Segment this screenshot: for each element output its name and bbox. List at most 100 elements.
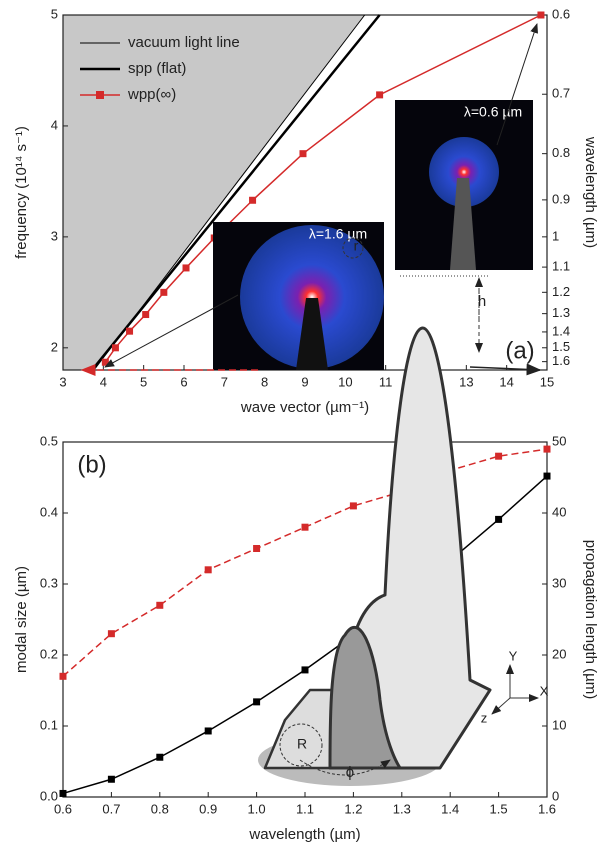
plot: 0.6 0.7 0.8 0.9 1.0 1.1 1.2 1.3 1.4 1.5 1.6 0.0 0.1 0… <box>13 433 599 843</box>
y2-tick-label: 0 <box>552 788 559 803</box>
marker <box>204 566 212 574</box>
x-tick-label: 8 <box>261 374 268 389</box>
arrow <box>469 363 542 376</box>
plot: 345678910111213141523450.60.70.80.911.11… <box>13 6 599 416</box>
y2-tick-label: 0.6 <box>552 6 570 21</box>
x-tick-label: 13 <box>459 374 473 389</box>
panel-a: 345678910111213141523450.60.70.80.911.11… <box>13 6 599 416</box>
legend-label: wpp(∞) <box>127 86 176 103</box>
y2-tick-label: 1.1 <box>552 259 570 274</box>
marker <box>156 753 164 761</box>
y-axis-label: modal size (µm) <box>13 566 30 673</box>
y2-tick-label: 1.4 <box>552 323 570 338</box>
marker <box>543 472 551 480</box>
marker <box>107 775 115 783</box>
panel-label: (a) <box>505 337 534 364</box>
marker <box>59 672 67 680</box>
marker <box>59 789 67 797</box>
marker <box>495 515 503 523</box>
marker <box>543 445 551 453</box>
inset-image <box>213 100 533 370</box>
x-tick-label: 14 <box>499 374 513 389</box>
x-tick-label: 1.6 <box>538 801 556 816</box>
marker <box>156 601 164 609</box>
y2-tick-label: 20 <box>552 646 566 661</box>
marker <box>253 698 261 706</box>
marker <box>160 288 168 296</box>
marker <box>349 502 357 510</box>
x-axis-label: wave vector (µm⁻¹) <box>240 399 369 416</box>
x-tick-label: 1.2 <box>344 801 362 816</box>
annotation: λ=0.6 µm <box>464 104 522 120</box>
y-tick-label: 0.4 <box>40 504 58 519</box>
y-tick-label: 3 <box>51 228 58 243</box>
x-tick-label: 15 <box>540 374 554 389</box>
marker <box>376 91 384 99</box>
y2-tick-label: 0.9 <box>552 191 570 206</box>
annotation: ϕ <box>346 764 354 781</box>
panel-label: (b) <box>77 451 106 478</box>
marker <box>204 727 212 735</box>
x-tick-label: 7 <box>221 374 228 389</box>
x-tick-label: 1.1 <box>296 801 314 816</box>
panel-b: 0.6 0.7 0.8 0.9 1.0 1.1 1.2 1.3 1.4 1.5 1.6 0.0 0.1 0… <box>13 433 599 843</box>
x-tick-label: 6 <box>180 374 187 389</box>
light-cone <box>63 15 365 370</box>
y2-tick-label: 1.6 <box>552 353 570 368</box>
marker <box>101 358 109 366</box>
x-axis-label: wavelength (µm) <box>248 826 360 843</box>
diagram-guides <box>279 237 539 776</box>
x-tick-label: 0.7 <box>102 801 120 816</box>
y2-tick-label: 0.8 <box>552 145 570 160</box>
waveguide-diagram <box>258 326 492 786</box>
x-tick-label: 1.4 <box>441 801 459 816</box>
series-line <box>62 448 548 677</box>
x-tick-label: 0.8 <box>151 801 169 816</box>
legend-label: spp (flat) <box>128 60 186 77</box>
y2-tick-label: 1.2 <box>552 284 570 299</box>
marker <box>182 264 190 272</box>
legend-label: vacuum light line <box>128 34 240 51</box>
y-tick-label: 2 <box>51 339 58 354</box>
annotation: r <box>354 238 359 254</box>
y2-tick-label: 1.5 <box>552 339 570 354</box>
y-tick-label: 0.0 <box>40 788 58 803</box>
y-tick-label: 4 <box>51 117 58 132</box>
marker <box>107 630 115 638</box>
x-tick-label: 1.0 <box>248 801 266 816</box>
x-tick-label: 5 <box>140 374 147 389</box>
x-tick-label: 0.6 <box>54 801 72 816</box>
y-tick-label: 0.3 <box>40 575 58 590</box>
x-tick-label: 0.9 <box>199 801 217 816</box>
x-tick-label: 4 <box>100 374 107 389</box>
marker <box>126 327 134 335</box>
marker <box>495 452 503 460</box>
y2-tick-label: 50 <box>552 433 566 448</box>
marker <box>301 666 309 674</box>
x-tick-label: 3 <box>59 374 66 389</box>
marker <box>142 311 150 319</box>
y2-tick-label: 1.3 <box>552 305 570 320</box>
y-axis-label: frequency (10¹⁴ s⁻¹) <box>13 126 30 259</box>
series-line <box>91 14 381 371</box>
arrow <box>496 23 538 146</box>
annotation: z <box>481 710 488 725</box>
y2-tick-label: 1 <box>552 228 559 243</box>
marker <box>253 545 261 552</box>
x-tick-label: 1.3 <box>393 801 411 816</box>
y-tick-label: 0.2 <box>40 646 58 661</box>
marker <box>111 344 119 352</box>
annotation: X <box>540 683 549 698</box>
y2-tick-label: 0.7 <box>552 86 570 101</box>
marker <box>299 150 307 158</box>
annotation: R <box>297 736 307 752</box>
y-tick-label: 5 <box>51 6 58 21</box>
y2-tick-label: 30 <box>552 575 566 590</box>
y2-tick-label: 10 <box>552 717 566 732</box>
x-tick-label: 11 <box>379 374 393 389</box>
legend-marker <box>96 91 104 99</box>
annotation: h <box>478 293 486 310</box>
marker <box>301 523 309 531</box>
y2-tick-label: 40 <box>552 504 566 519</box>
